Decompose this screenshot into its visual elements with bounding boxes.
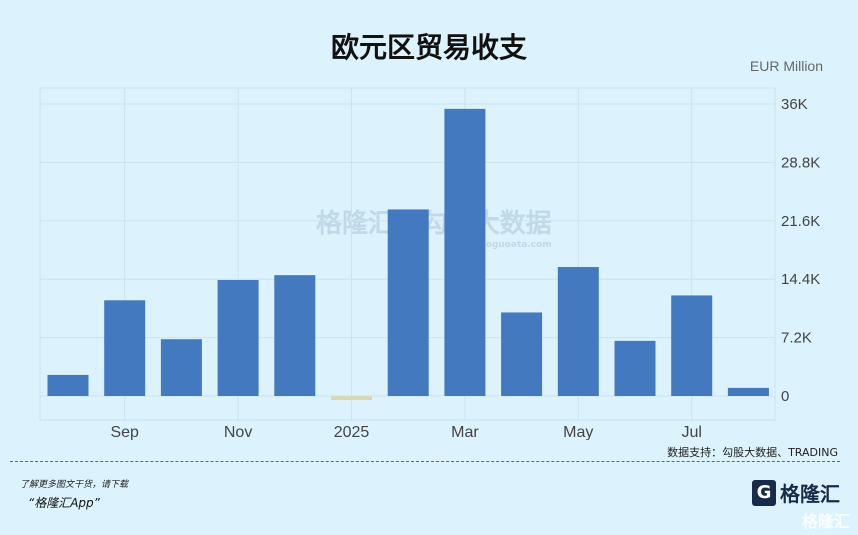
x-tick-label: Mar (451, 424, 479, 440)
bar-2024-10 (160, 339, 202, 396)
bar-2024-12 (274, 275, 316, 396)
bar-2025-03 (444, 108, 486, 396)
gelonghui-logo: G 格隆汇 (752, 478, 840, 507)
x-tick-label: May (563, 424, 593, 440)
x-tick-label: Nov (224, 424, 252, 440)
footer-app: “格隆汇App” (28, 496, 100, 510)
bar-2025-08 (727, 387, 769, 396)
bar-2025-01 (331, 396, 372, 401)
footer-text: 了解更多图文干货，请下载 (20, 480, 129, 490)
bar-2025-07 (671, 295, 713, 396)
y-tick-label: 28.8K (781, 154, 820, 171)
y-tick-label: 21.6K (781, 213, 820, 230)
bar-2025-05 (557, 267, 599, 396)
bar-2024-08 (47, 374, 89, 396)
x-tick-label: 2025 (334, 424, 370, 440)
bar-2025-04 (501, 312, 543, 396)
y-tick-label: 0 (781, 388, 789, 405)
y-tick-label: 14.4K (781, 271, 820, 288)
bar-2025-02 (387, 209, 429, 396)
y-tick-label: 36K (781, 96, 808, 113)
bar-chart: 0 7.2K 14.4K 21.6K 28.8K 36K Sep Nov 2025 Mar May J… (39, 87, 820, 440)
x-tick-label: Sep (110, 424, 139, 440)
bar-2024-09 (104, 300, 146, 396)
plot-area (39, 87, 776, 421)
x-tick-label: Jul (681, 424, 701, 440)
unit-label: EUR Million (749, 58, 823, 74)
data-source: 数据支持：勾股大数据、TRADING (667, 446, 838, 459)
bar-2024-11 (217, 280, 259, 396)
bar-2025-06 (614, 340, 656, 396)
chart-title: 欧元区贸易收支 (330, 31, 527, 64)
corner-watermark: 格隆汇 (801, 512, 850, 531)
divider (10, 461, 840, 462)
y-tick-label: 7.2K (781, 330, 812, 347)
